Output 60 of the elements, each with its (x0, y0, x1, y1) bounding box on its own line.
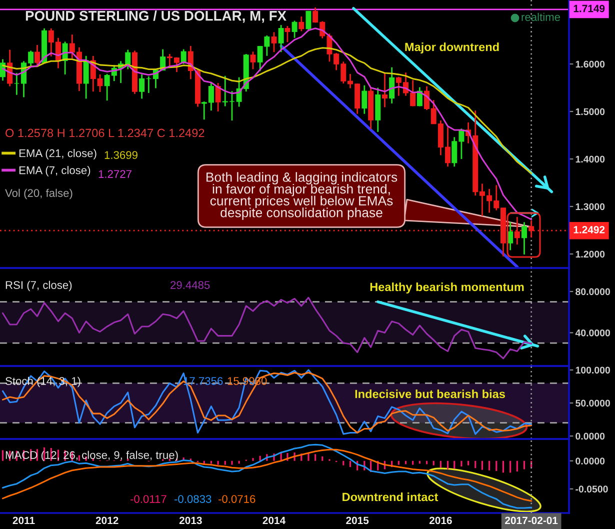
candlestick (522, 221, 527, 256)
candlestick (528, 220, 534, 238)
annotation: 1.3699 (104, 151, 138, 159)
ref-line-label: 1.7149 (574, 4, 605, 12)
annotation: Major downtrend (405, 42, 499, 54)
x-tick-label: 2012 (96, 516, 118, 524)
x-tick-label: 2013 (179, 516, 202, 524)
y-tick-label: 0.0000 (576, 458, 605, 464)
candlestick (389, 66, 395, 104)
candlestick (382, 72, 388, 108)
y-tick-label: 80.0000 (576, 288, 610, 296)
y-tick-label: 100.000 (576, 366, 610, 374)
text: O 1.2578 H 1.2706 L 1.2347 C 1.2492 (6, 128, 204, 138)
x-tick-label: 2015 (346, 516, 369, 524)
x-tick-label: 2016 (429, 516, 452, 524)
annotation: 1.2727 (98, 170, 132, 178)
annotation: Vol (20, false) (5, 188, 72, 200)
line-series (2, 444, 532, 509)
candlestick (271, 31, 277, 53)
candlestick (514, 216, 520, 246)
text: POUND STERLING / US DOLLAR, M, FX (26, 10, 286, 23)
candlestick (362, 84, 368, 115)
candlestick (292, 20, 298, 39)
annotation: Indecisive but bearish bias (355, 389, 505, 398)
x-tick-label: 2014 (262, 516, 286, 524)
y-tick-label: 1.3000 (576, 203, 605, 210)
annotation: -0.0117 (130, 495, 166, 503)
candlestick (34, 44, 40, 66)
line-series (2, 448, 532, 502)
candlestick (14, 72, 20, 96)
ref-line-label: 1.2492 (574, 226, 605, 234)
text: RSI (7, close) (6, 280, 72, 292)
line-series (2, 296, 532, 360)
annotation: -0.0716 (218, 495, 256, 503)
legend-label: EMA (21, close) (19, 149, 96, 160)
candlestick (83, 55, 89, 100)
y-tick-label: 0.0000 (576, 432, 605, 440)
candlestick (215, 82, 221, 112)
y-tick-label: 1.4000 (576, 156, 605, 163)
legend-label: EMA (7, close) (19, 166, 90, 176)
y-tick-label: 50.0000 (576, 400, 610, 407)
y-tick-label: 1.6000 (576, 60, 605, 68)
candlestick (306, 10, 312, 32)
candlestick (278, 24, 284, 53)
annotation: realtime (522, 12, 560, 21)
y-tick-label: 1.2000 (576, 250, 605, 258)
candlestick (284, 25, 290, 43)
candlestick (298, 16, 304, 32)
annotation: Downtrend intact (342, 492, 438, 502)
candlestick (250, 50, 256, 70)
y-tick-label: 1.5000 (576, 108, 605, 116)
annotation: Healthy bearish momentum (370, 282, 524, 294)
annotation: -0.0833 (174, 495, 212, 503)
annotation: Both leading & lagging indicators in favor of major bearish trend, current prices well below EMAs despite consolidation phase (206, 172, 398, 220)
y-tick-label: -0.0500 (576, 486, 608, 493)
x-tick-label: 2011 (12, 516, 35, 524)
candlestick (416, 86, 422, 107)
y-tick-label: 40.0000 (575, 329, 610, 336)
ref-line-label: 2017-02-01 (505, 516, 558, 524)
annotation: 29.4485 (170, 281, 210, 289)
